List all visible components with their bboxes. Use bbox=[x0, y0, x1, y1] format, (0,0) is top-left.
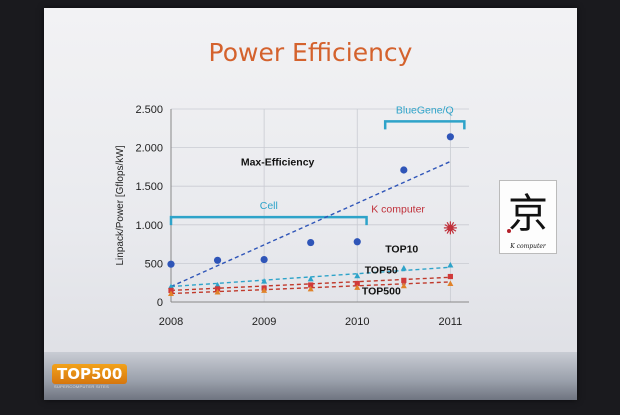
x-tick-label: 2009 bbox=[252, 316, 276, 328]
bracket-label: BlueGene/Q bbox=[396, 104, 454, 116]
slide-title: Power Efficiency bbox=[208, 38, 413, 67]
point-max-efficiency bbox=[307, 238, 315, 247]
y-axis-label: Linpack/Power [Gflops/kW] bbox=[115, 145, 126, 265]
point-top500 bbox=[168, 290, 174, 297]
annotation-k-computer: K computer bbox=[371, 203, 425, 215]
point-top10 bbox=[307, 275, 314, 282]
power-efficiency-chart: 0 500 1.000 1.500 2.000 2.500 2008 2009 2010 2011… bbox=[115, 104, 469, 328]
point-top50 bbox=[401, 277, 407, 283]
slide-footer: TOP500 SUPERCOMPUTER SITES bbox=[44, 352, 577, 400]
point-top50 bbox=[168, 287, 174, 294]
point-top10 bbox=[214, 282, 221, 288]
y-tick-label: 1.500 bbox=[135, 181, 163, 193]
point-top10 bbox=[447, 261, 454, 268]
x-tick-label: 2008 bbox=[159, 316, 183, 328]
y-tick-label: 2.000 bbox=[135, 143, 163, 155]
annotation-top500: TOP500 bbox=[362, 285, 401, 297]
k-computer-glyph-icon: 京 bbox=[507, 191, 548, 237]
point-top500 bbox=[354, 284, 361, 290]
point-top10 bbox=[400, 265, 407, 271]
point-k-computer bbox=[447, 224, 454, 232]
trendline-max-efficiency bbox=[170, 160, 451, 288]
point-max-efficiency bbox=[213, 256, 222, 264]
k-computer-glyph: 京 bbox=[508, 191, 548, 237]
point-top500 bbox=[400, 282, 407, 289]
x-tick-label: 2010 bbox=[345, 316, 369, 328]
point-top500 bbox=[214, 288, 221, 295]
annotation-max-efficiency: Max-Efficiency bbox=[241, 156, 315, 168]
point-top50 bbox=[308, 282, 314, 288]
annotation-top10: TOP10 bbox=[385, 244, 418, 256]
point-top500 bbox=[447, 280, 454, 286]
point-top50 bbox=[214, 286, 221, 292]
top500-logo-subtext: SUPERCOMPUTER SITES bbox=[54, 384, 110, 389]
y-tick-label: 1.000 bbox=[135, 220, 163, 232]
top500-logo-text: TOP500 bbox=[52, 364, 128, 384]
k-computer-logo-image: 京 K computer bbox=[499, 180, 557, 254]
point-max-efficiency bbox=[167, 260, 175, 268]
bracket-label: Cell bbox=[260, 200, 278, 212]
bracket-cell bbox=[169, 215, 368, 226]
y-tick-label: 2.500 bbox=[135, 104, 163, 116]
point-top10 bbox=[354, 272, 361, 279]
bracket-bluegene-q bbox=[383, 120, 466, 130]
point-top50 bbox=[354, 280, 360, 287]
point-max-efficiency bbox=[353, 238, 361, 246]
point-max-efficiency bbox=[400, 166, 408, 174]
top500-logo: TOP500 SUPERCOMPUTER SITES bbox=[52, 364, 134, 390]
point-top10 bbox=[168, 283, 174, 290]
annotation-top50: TOP50 bbox=[365, 264, 398, 276]
seal-mark-icon bbox=[507, 229, 511, 233]
point-top50 bbox=[447, 273, 453, 280]
point-max-efficiency bbox=[446, 133, 454, 141]
point-top500 bbox=[307, 285, 314, 292]
k-computer-image-label: K computer bbox=[510, 243, 546, 250]
point-max-efficiency bbox=[260, 255, 268, 264]
y-tick-label: 0 bbox=[157, 297, 163, 309]
presentation-slide: Power Efficiency 0 500 1.000 1.500 2.000 2.50… bbox=[44, 8, 577, 400]
point-top10 bbox=[261, 278, 268, 284]
point-top500 bbox=[261, 287, 268, 293]
x-tick-label: 2011 bbox=[439, 316, 463, 328]
y-tick-label: 500 bbox=[145, 258, 163, 270]
